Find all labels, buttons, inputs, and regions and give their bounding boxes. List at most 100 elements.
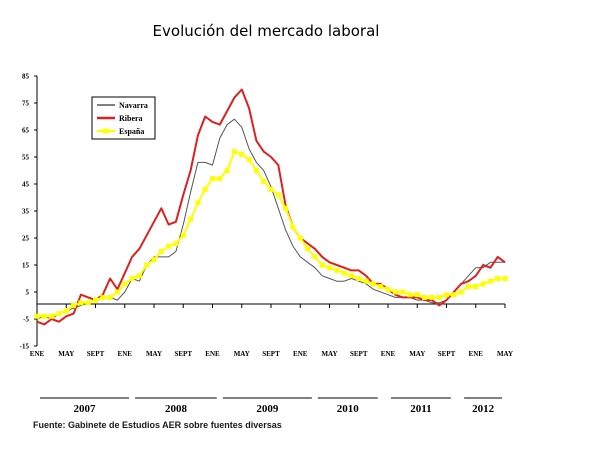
- data-point: [356, 276, 362, 281]
- data-point: [407, 292, 413, 298]
- year-label: 2012: [472, 403, 495, 415]
- data-point: [370, 281, 376, 287]
- data-point: [231, 149, 237, 155]
- data-point: [429, 294, 435, 300]
- data-point: [166, 243, 172, 249]
- data-point: [188, 216, 194, 222]
- data-point: [473, 284, 479, 290]
- year-label: 2011: [410, 403, 431, 415]
- y-tick-label: 65: [22, 127, 30, 135]
- series-line-espana: [37, 150, 505, 318]
- data-point: [151, 257, 157, 263]
- data-point: [41, 313, 47, 319]
- data-point: [246, 157, 252, 163]
- x-tick-label: ENE: [381, 350, 396, 358]
- x-tick-label: SEPT: [438, 350, 456, 358]
- y-axis: -15 -5 5 15 25 35 45 55 65 75 85: [20, 73, 38, 351]
- x-tick-label: ENE: [293, 350, 308, 358]
- y-tick-label: 35: [22, 208, 30, 216]
- data-point: [305, 246, 311, 252]
- x-tick-label: SEPT: [174, 350, 192, 358]
- data-point: [253, 168, 259, 173]
- x-tick-label: ENE: [469, 350, 484, 358]
- legend-label: Ribera: [119, 114, 143, 123]
- data-point: [93, 297, 98, 303]
- data-point: [444, 292, 449, 298]
- data-point: [180, 232, 186, 238]
- chart-title: Evolución del mercado laboral: [152, 22, 380, 40]
- x-tick-label: MAY: [497, 350, 513, 358]
- data-point: [275, 192, 281, 198]
- year-label: 2009: [256, 403, 279, 415]
- data-point: [195, 200, 201, 206]
- data-point: [495, 276, 501, 281]
- x-axis: ENE MAY SEPT ENE MAY SEPT ENE MAY SEPT ENE MAY SEPT…: [30, 303, 513, 358]
- data-point: [158, 249, 164, 254]
- data-point: [480, 281, 486, 287]
- y-tick-label: 25: [22, 235, 30, 243]
- y-tick-label: 55: [22, 154, 30, 162]
- data-point: [487, 278, 493, 284]
- data-point: [144, 262, 150, 268]
- year-label: 2007: [74, 403, 97, 415]
- data-point: [378, 284, 384, 290]
- data-point: [283, 205, 289, 211]
- data-point: [107, 294, 113, 300]
- data-point: [363, 278, 369, 284]
- data-point: [465, 284, 471, 290]
- x-tick-label: MAY: [234, 350, 250, 358]
- legend-label: Navarra: [119, 101, 148, 110]
- data-point: [71, 303, 77, 308]
- data-point: [385, 286, 391, 292]
- data-point: [312, 254, 318, 260]
- data-point: [217, 176, 223, 182]
- data-point: [451, 292, 457, 298]
- x-tick-label: ENE: [118, 350, 133, 358]
- y-tick-label: 45: [22, 181, 30, 189]
- data-point: [224, 168, 230, 173]
- data-point: [85, 300, 91, 306]
- data-point: [63, 308, 69, 314]
- legend-marker: [103, 128, 109, 134]
- data-point: [422, 294, 428, 300]
- series-line-navarra: [36, 118, 505, 320]
- x-tick-label: MAY: [321, 350, 337, 358]
- data-point: [173, 240, 179, 246]
- source-note: Fuente: Gabinete de Estudios AER sobre f…: [33, 420, 282, 430]
- x-tick-label: ENE: [205, 350, 220, 358]
- year-label: 2010: [337, 403, 360, 415]
- legend-label: España: [119, 127, 144, 136]
- x-tick-label: SEPT: [350, 350, 368, 358]
- year-label: 2008: [165, 403, 188, 415]
- data-point: [502, 276, 508, 281]
- y-tick-label: 75: [22, 100, 30, 108]
- x-tick-label: MAY: [58, 350, 74, 358]
- data-point: [319, 262, 325, 268]
- data-point: [414, 292, 420, 298]
- data-point: [436, 294, 442, 300]
- series-line-ribera: [36, 88, 506, 326]
- x-tick-label: SEPT: [87, 350, 105, 358]
- data-point: [202, 186, 208, 192]
- x-tick-label: ENE: [30, 350, 45, 358]
- data-point: [400, 289, 406, 295]
- data-point: [122, 281, 128, 287]
- y-tick-label: 15: [22, 262, 30, 270]
- data-point: [56, 311, 62, 317]
- y-tick-label: -15: [20, 343, 30, 351]
- data-point: [261, 178, 267, 184]
- y-tick-label: 5: [26, 289, 30, 297]
- data-point: [49, 313, 55, 319]
- data-point: [348, 273, 354, 279]
- data-point: [341, 270, 347, 276]
- year-axis: 2007 2008 2009 2010 2011 2012: [40, 397, 502, 415]
- series-lines: [34, 88, 508, 326]
- data-point: [100, 294, 106, 300]
- legend: Navarra Ribera España: [91, 96, 156, 140]
- data-point: [136, 273, 142, 279]
- x-tick-label: MAY: [146, 350, 162, 358]
- data-point: [78, 300, 84, 306]
- data-point: [297, 235, 303, 241]
- y-tick-label: 85: [22, 73, 30, 81]
